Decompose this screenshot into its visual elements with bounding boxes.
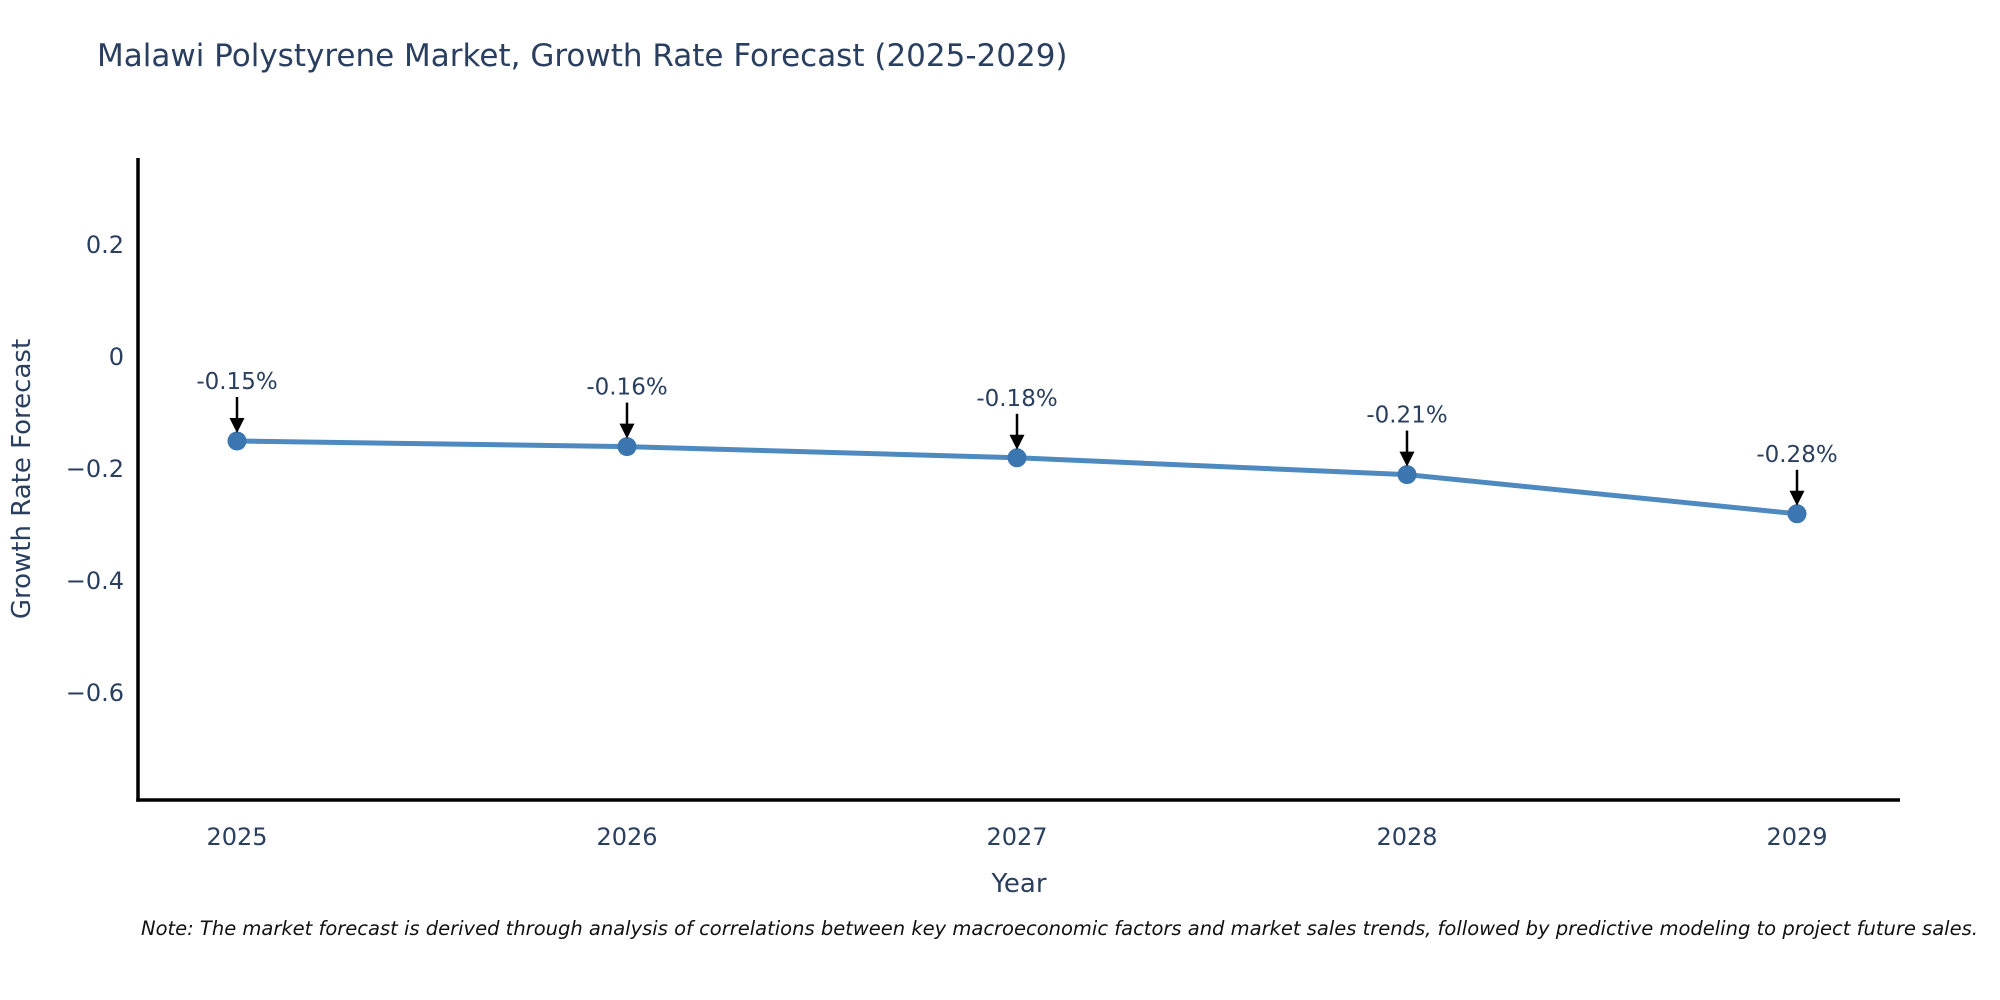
x-tick-label: 2027: [986, 823, 1047, 851]
point-annotation-label: -0.21%: [1366, 403, 1447, 429]
y-tick-label: 0: [109, 343, 124, 371]
annotation-arrowhead: [229, 418, 245, 433]
data-point-marker: [1397, 465, 1417, 485]
point-annotation-label: -0.15%: [196, 369, 277, 395]
point-annotation-label: -0.16%: [586, 375, 667, 401]
x-tick-label: 2025: [206, 823, 267, 851]
footnote: Note: The market forecast is derived thr…: [141, 917, 1978, 940]
data-point-marker: [617, 437, 637, 457]
x-axis-title: Year: [990, 869, 1046, 899]
point-annotation-label: -0.18%: [976, 386, 1057, 412]
data-point-marker: [1007, 448, 1027, 468]
annotation-arrowhead: [1789, 490, 1805, 506]
y-axis-title: Growth Rate Forecast: [7, 339, 37, 619]
point-annotation-label: -0.28%: [1756, 442, 1837, 468]
y-tick-label: −0.6: [66, 679, 124, 707]
annotation-arrowhead: [1399, 451, 1415, 467]
data-point-marker: [1787, 504, 1807, 524]
y-tick-label: 0.2: [86, 231, 124, 259]
y-tick-label: −0.2: [66, 455, 124, 483]
annotation-arrowhead: [1009, 434, 1025, 450]
y-tick-label: −0.4: [66, 567, 124, 595]
annotation-arrowhead: [619, 423, 635, 439]
chart-title: Malawi Polystyrene Market, Growth Rate F…: [97, 38, 1068, 74]
x-tick-label: 2029: [1766, 823, 1827, 851]
x-tick-label: 2026: [596, 823, 657, 851]
data-point-marker: [227, 431, 247, 451]
x-tick-label: 2028: [1376, 823, 1437, 851]
